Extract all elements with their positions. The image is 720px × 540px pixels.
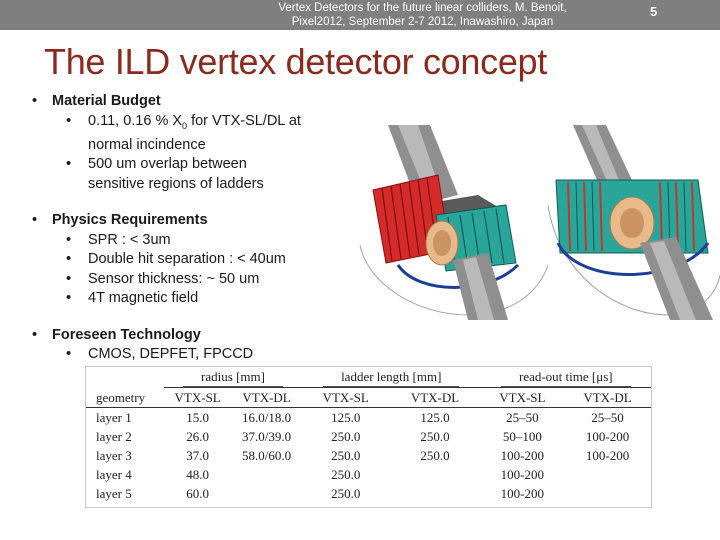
table-cell: [389, 484, 480, 503]
bullet-material-budget: Material Budget: [30, 92, 330, 112]
table-cell: 58.0/60.0: [241, 448, 292, 463]
table-cell: 100-200: [500, 448, 545, 463]
table-cell: layer 2: [96, 429, 132, 444]
table-group-radius: radius [mm]: [164, 367, 302, 388]
table-cell: 250.0: [420, 448, 450, 463]
header-line-1: Vertex Detectors for the future linear c…: [278, 2, 567, 14]
table-cell: layer 5: [96, 486, 132, 501]
bullet-foreseen-technology: Foreseen Technology: [30, 326, 330, 346]
table-col-header: VTX-DL: [564, 387, 651, 408]
bullet-physics-item-4: 4T magnetic field: [30, 289, 330, 309]
table-cell: 250.0: [331, 486, 361, 501]
table-row: layer 1 15.0 16.0/18.0 125.0 125.0 25–50…: [86, 408, 651, 428]
table-group-header-row: radius [mm] ladder length [mm] read-out …: [86, 367, 651, 388]
table-cell: 37.0/39.0: [241, 429, 292, 444]
table-cell: 60.0: [186, 486, 210, 501]
bullet-physics-item-2: Double hit separation : < 40um: [30, 250, 330, 270]
material-item-2-text-b: sensitive regions of ladders: [88, 175, 264, 192]
table-cell: [231, 465, 302, 484]
table-group-radius-label: radius [mm]: [183, 367, 283, 387]
header-line-2: Pixel2012, September 2-7 2012, Inawashir…: [291, 16, 554, 28]
table-row: layer 2 26.0 37.0/39.0 250.0 250.0 50–10…: [86, 427, 651, 446]
material-item-2-text: 500 um overlap between: [88, 156, 247, 173]
table-cell: 48.0: [186, 467, 210, 482]
bullet-list: Material Budget 0.11, 0.16 % X0 for VTX-…: [30, 92, 330, 365]
table-cell: [231, 484, 302, 503]
table-cell: [389, 465, 480, 484]
table-cell: 25–50: [506, 410, 539, 425]
table-cell: 26.0: [186, 429, 210, 444]
table-cell: 250.0: [331, 467, 361, 482]
table-cell: 15.0: [186, 410, 210, 425]
table-cell: layer 4: [96, 467, 132, 482]
geometry-table: radius [mm] ladder length [mm] read-out …: [85, 366, 652, 508]
spacer: [30, 309, 330, 326]
bullet-physics-requirements: Physics Requirements: [30, 211, 330, 231]
table-cell: layer 1: [96, 410, 132, 425]
vtx-dl-render-image: [548, 125, 720, 320]
table-cell: 100-200: [500, 467, 545, 482]
bullet-material-item-1: 0.11, 0.16 % X0 for VTX-SL/DL at normal i…: [30, 112, 330, 156]
table-col-header: VTX-SL: [301, 387, 390, 408]
material-item-1-subscript: 0: [182, 120, 188, 131]
table-cell: 100-200: [585, 429, 630, 444]
table-cell: 250.0: [331, 429, 361, 444]
table-group-blank: [86, 367, 164, 388]
table-group-readout-time: read-out time [μs]: [480, 367, 651, 388]
material-item-1-text-c: normal incindence: [88, 136, 206, 153]
bullet-material-item-2: 500 um overlap between sensitive regions …: [30, 155, 330, 194]
slide-number: 5: [650, 4, 658, 19]
table-cell: 125.0: [420, 410, 450, 425]
bullet-physics-item-3: Sensor thickness: ~ 50 um: [30, 270, 330, 290]
table-cell: 250.0: [420, 429, 450, 444]
bullet-physics-item-1: SPR : < 3um: [30, 231, 330, 251]
table-cell: 50–100: [502, 429, 542, 444]
table-cell: 16.0/18.0: [241, 410, 292, 425]
table-cell: 37.0: [186, 448, 210, 463]
table-row: layer 4 48.0 250.0 100-200: [86, 465, 651, 484]
header-citation: Vertex Detectors for the future linear c…: [250, 1, 595, 29]
table-cell: 25–50: [591, 410, 624, 425]
table-col-header: VTX-DL: [231, 387, 302, 408]
table-row: layer 5 60.0 250.0 100-200: [86, 484, 651, 503]
table-cell: layer 3: [96, 448, 132, 463]
table-cell: 125.0: [331, 410, 361, 425]
table-col-header: geometry: [86, 387, 165, 408]
vtx-sl-render-image: [358, 125, 550, 320]
table-group-readout-label: read-out time [μs]: [500, 367, 631, 387]
page-title: The ILD vertex detector concept: [44, 41, 547, 82]
material-item-1-text: 0.11, 0.16 % X: [88, 112, 183, 129]
table-cell: 100-200: [585, 448, 630, 463]
table-group-ladder-length: ladder length [mm]: [301, 367, 481, 388]
spacer: [30, 194, 330, 211]
table-cell: [564, 465, 651, 484]
table-group-ladder-label: ladder length [mm]: [323, 367, 460, 387]
material-item-1-text-b: for VTX-SL/DL at: [187, 112, 301, 129]
table-row: layer 3 37.0 58.0/60.0 250.0 250.0 100-2…: [86, 446, 651, 465]
header-bar: [0, 0, 720, 30]
table-col-header: VTX-DL: [389, 387, 481, 408]
table-cell: 100-200: [500, 486, 545, 501]
table-cell: 250.0: [331, 448, 361, 463]
table-cell: [564, 484, 651, 503]
table-col-header: VTX-SL: [480, 387, 565, 408]
bullet-tech-item-1: CMOS, DEPFET, FPCCD: [30, 345, 330, 365]
table-col-header: VTX-SL: [164, 387, 232, 408]
table-header-row: geometry VTX-SL VTX-DL VTX-SL VTX-DL VTX…: [86, 387, 651, 408]
geometry-table-grid: radius [mm] ladder length [mm] read-out …: [86, 367, 651, 503]
